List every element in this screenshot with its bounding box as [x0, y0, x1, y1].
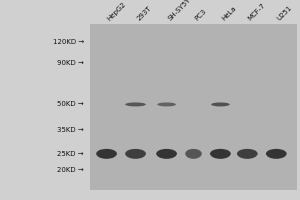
Text: PC3: PC3: [194, 8, 207, 22]
Ellipse shape: [125, 102, 146, 106]
Text: MCF-7: MCF-7: [247, 2, 267, 22]
Text: 120KD →: 120KD →: [53, 39, 84, 45]
Text: 25KD →: 25KD →: [57, 151, 84, 157]
Text: 35KD →: 35KD →: [57, 127, 84, 133]
Ellipse shape: [96, 149, 117, 159]
Text: 20KD →: 20KD →: [57, 167, 84, 173]
Text: 293T: 293T: [136, 5, 152, 22]
Text: U251: U251: [276, 5, 293, 22]
Text: HeLa: HeLa: [220, 5, 237, 22]
Ellipse shape: [211, 102, 230, 106]
Text: 50KD →: 50KD →: [57, 101, 84, 107]
Ellipse shape: [210, 149, 231, 159]
Ellipse shape: [266, 149, 287, 159]
Text: SH-SY5Y: SH-SY5Y: [167, 0, 192, 22]
Text: 90KD →: 90KD →: [57, 60, 84, 66]
Ellipse shape: [125, 149, 146, 159]
Ellipse shape: [157, 102, 176, 106]
Ellipse shape: [185, 149, 202, 159]
Ellipse shape: [237, 149, 258, 159]
Ellipse shape: [156, 149, 177, 159]
Text: HepG2: HepG2: [106, 1, 128, 22]
